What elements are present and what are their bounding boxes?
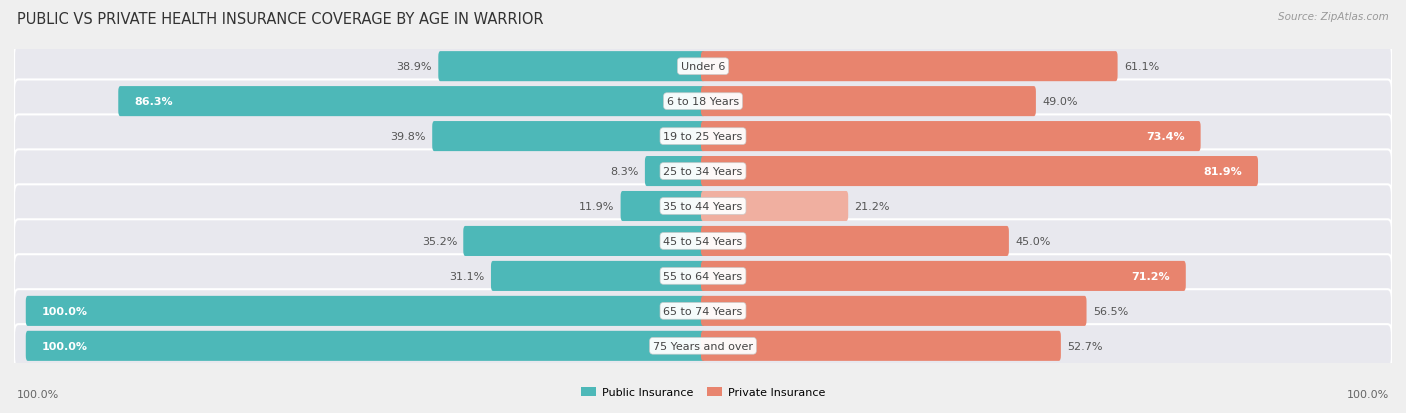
FancyBboxPatch shape <box>702 157 1258 187</box>
Text: 56.5%: 56.5% <box>1092 306 1128 316</box>
FancyBboxPatch shape <box>25 331 704 361</box>
Text: 100.0%: 100.0% <box>1347 389 1389 399</box>
Text: 25 to 34 Years: 25 to 34 Years <box>664 166 742 177</box>
Text: 38.9%: 38.9% <box>396 62 432 72</box>
FancyBboxPatch shape <box>14 255 1392 298</box>
Text: 35.2%: 35.2% <box>422 236 457 247</box>
Text: 49.0%: 49.0% <box>1042 97 1077 107</box>
Text: 35 to 44 Years: 35 to 44 Years <box>664 202 742 211</box>
Text: 11.9%: 11.9% <box>579 202 614 211</box>
FancyBboxPatch shape <box>620 192 704 221</box>
Text: 100.0%: 100.0% <box>42 306 87 316</box>
FancyBboxPatch shape <box>432 122 704 152</box>
Text: 86.3%: 86.3% <box>134 97 173 107</box>
Text: 100.0%: 100.0% <box>42 341 87 351</box>
FancyBboxPatch shape <box>14 45 1392 89</box>
FancyBboxPatch shape <box>14 185 1392 228</box>
FancyBboxPatch shape <box>14 220 1392 263</box>
FancyBboxPatch shape <box>14 290 1392 333</box>
FancyBboxPatch shape <box>702 261 1185 291</box>
FancyBboxPatch shape <box>645 157 704 187</box>
Text: 31.1%: 31.1% <box>450 271 485 281</box>
FancyBboxPatch shape <box>439 52 704 82</box>
FancyBboxPatch shape <box>14 324 1392 368</box>
FancyBboxPatch shape <box>702 296 1087 326</box>
Text: 6 to 18 Years: 6 to 18 Years <box>666 97 740 107</box>
Text: 71.2%: 71.2% <box>1132 271 1170 281</box>
Text: 39.8%: 39.8% <box>391 132 426 142</box>
Text: 45 to 54 Years: 45 to 54 Years <box>664 236 742 247</box>
FancyBboxPatch shape <box>702 87 1036 117</box>
Text: 21.2%: 21.2% <box>855 202 890 211</box>
Text: 100.0%: 100.0% <box>17 389 59 399</box>
Text: 55 to 64 Years: 55 to 64 Years <box>664 271 742 281</box>
FancyBboxPatch shape <box>702 192 848 221</box>
FancyBboxPatch shape <box>491 261 704 291</box>
Text: 52.7%: 52.7% <box>1067 341 1102 351</box>
Text: PUBLIC VS PRIVATE HEALTH INSURANCE COVERAGE BY AGE IN WARRIOR: PUBLIC VS PRIVATE HEALTH INSURANCE COVER… <box>17 12 544 27</box>
Text: 45.0%: 45.0% <box>1015 236 1050 247</box>
Text: 75 Years and over: 75 Years and over <box>652 341 754 351</box>
FancyBboxPatch shape <box>702 226 1010 256</box>
FancyBboxPatch shape <box>14 115 1392 158</box>
Text: 19 to 25 Years: 19 to 25 Years <box>664 132 742 142</box>
Text: 73.4%: 73.4% <box>1146 132 1185 142</box>
FancyBboxPatch shape <box>14 80 1392 123</box>
FancyBboxPatch shape <box>118 87 704 117</box>
FancyBboxPatch shape <box>14 150 1392 193</box>
FancyBboxPatch shape <box>702 331 1062 361</box>
FancyBboxPatch shape <box>25 296 704 326</box>
Text: Under 6: Under 6 <box>681 62 725 72</box>
Text: Source: ZipAtlas.com: Source: ZipAtlas.com <box>1278 12 1389 22</box>
FancyBboxPatch shape <box>463 226 704 256</box>
Text: 61.1%: 61.1% <box>1123 62 1159 72</box>
FancyBboxPatch shape <box>702 122 1201 152</box>
Text: 8.3%: 8.3% <box>610 166 638 177</box>
Text: 65 to 74 Years: 65 to 74 Years <box>664 306 742 316</box>
Text: 81.9%: 81.9% <box>1204 166 1241 177</box>
Legend: Public Insurance, Private Insurance: Public Insurance, Private Insurance <box>576 382 830 402</box>
FancyBboxPatch shape <box>702 52 1118 82</box>
